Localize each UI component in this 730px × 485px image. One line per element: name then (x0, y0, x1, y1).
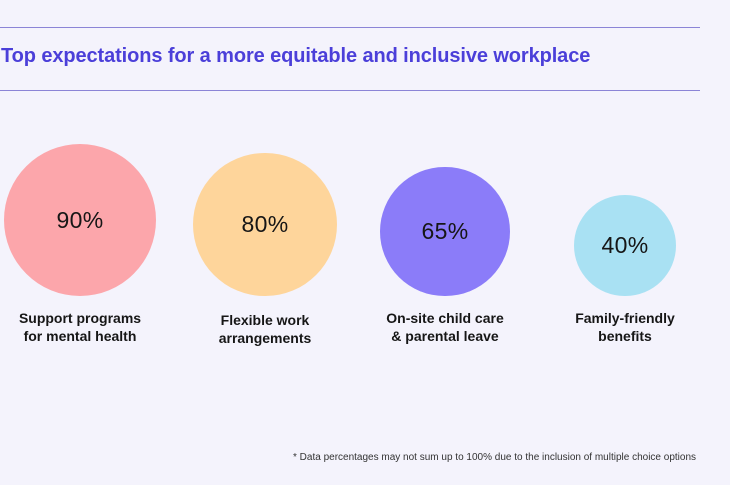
bubble-value-label: 40% (601, 231, 649, 258)
chart-title: Top expectations for a more equitable an… (1, 45, 591, 67)
category-label: Flexible work arrangements (218, 312, 312, 346)
title-divider (0, 90, 700, 91)
category-label: On-site child care & parental leave (386, 310, 504, 344)
bubble-4: 40% (574, 194, 676, 296)
bubble-1: 90% (4, 144, 156, 296)
bubble-value-label: 80% (241, 210, 289, 237)
category-label: Family-friendly benefits (575, 310, 675, 344)
bubble-3: 65% (380, 166, 510, 296)
bubble-value-label: 65% (421, 217, 469, 244)
bubble-2: 80% (193, 152, 337, 296)
footnote: * Data percentages may not sum up to 100… (293, 452, 697, 463)
category-label: Support programs for mental health (18, 310, 142, 344)
bubble-value-label: 90% (56, 206, 104, 233)
top-divider (0, 27, 700, 28)
